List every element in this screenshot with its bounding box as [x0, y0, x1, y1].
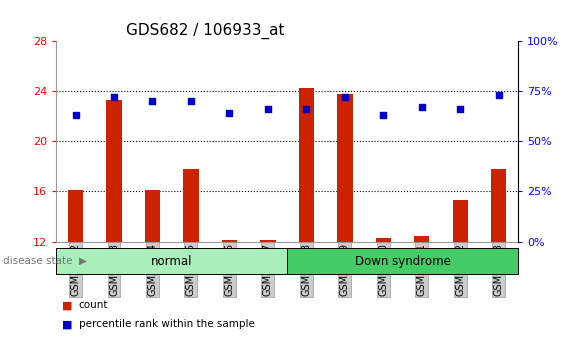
Text: ■: ■ [62, 319, 73, 329]
Bar [145, 190, 160, 242]
Text: count: count [79, 300, 108, 310]
Text: GDS682 / 106933_at: GDS682 / 106933_at [126, 22, 284, 39]
Point [186, 99, 195, 104]
Point [71, 113, 80, 118]
Point [302, 107, 311, 112]
Bar [453, 200, 468, 242]
Text: Down syndrome: Down syndrome [355, 255, 450, 268]
Text: ■: ■ [62, 300, 73, 310]
Bar [260, 240, 275, 241]
Text: disease state  ▶: disease state ▶ [3, 256, 87, 265]
Bar [376, 238, 391, 242]
Point [417, 105, 426, 110]
Text: normal: normal [151, 255, 193, 268]
Bar [491, 169, 507, 241]
Point [494, 93, 503, 98]
Point [379, 113, 388, 118]
Bar [414, 237, 430, 241]
Bar [68, 190, 83, 242]
Bar [287, 248, 518, 274]
Bar [106, 100, 122, 242]
Bar [183, 169, 199, 241]
Bar [222, 240, 237, 241]
Bar [337, 94, 352, 241]
Bar [56, 248, 287, 274]
Text: percentile rank within the sample: percentile rank within the sample [79, 319, 254, 329]
Point [263, 107, 272, 112]
Point [455, 107, 464, 112]
Point [225, 111, 234, 116]
Point [148, 99, 157, 104]
Point [340, 95, 349, 100]
Point [109, 95, 118, 100]
Bar [298, 88, 314, 241]
